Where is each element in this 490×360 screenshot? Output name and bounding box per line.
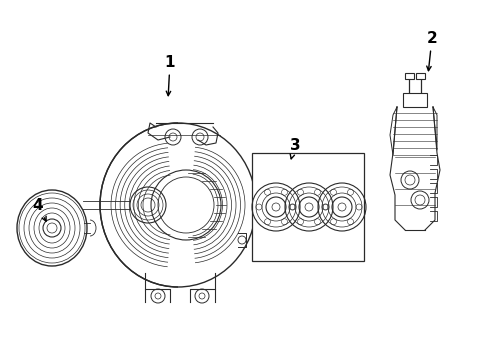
Ellipse shape <box>17 190 87 266</box>
Bar <box>252 153 364 261</box>
Text: 1: 1 <box>165 54 175 96</box>
Text: 2: 2 <box>427 31 438 71</box>
Bar <box>405 73 414 79</box>
Bar <box>403 93 427 107</box>
Text: 3: 3 <box>290 138 300 159</box>
Text: 4: 4 <box>33 198 46 221</box>
Bar <box>416 73 425 79</box>
